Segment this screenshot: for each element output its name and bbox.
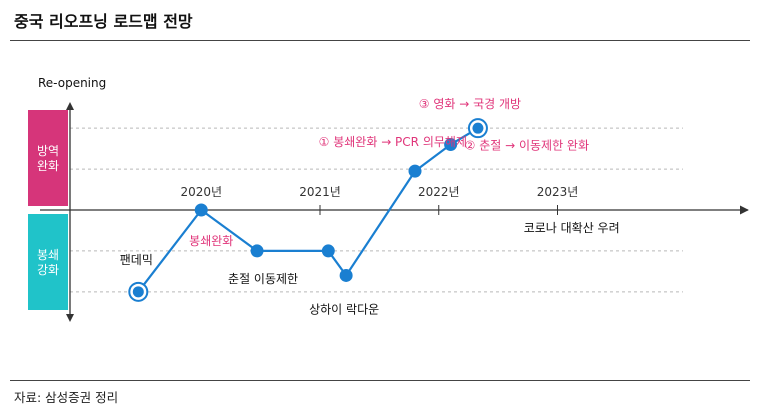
data-label: ① 봉쇄완화 → PCR 의무해제 xyxy=(319,135,467,149)
data-label: 상하이 락다운 xyxy=(309,302,379,316)
data-label: 팬데믹 xyxy=(120,253,153,267)
data-label: 봉쇄완화 xyxy=(189,234,233,248)
page-title: 중국 리오프닝 로드맵 전망 xyxy=(14,12,193,31)
series-line xyxy=(137,127,479,293)
y-axis-arrow-up xyxy=(66,102,74,110)
y-axis-arrow-down xyxy=(66,314,74,322)
lower-band xyxy=(28,214,68,310)
lower-band-label: 강화 xyxy=(37,263,59,277)
source-note: 자료: 삼성증권 정리 xyxy=(14,390,119,405)
data-point xyxy=(339,268,353,282)
x-tick-label: 2020년 xyxy=(180,185,222,199)
data-point xyxy=(472,122,484,134)
gridlines xyxy=(70,127,683,293)
upper-band-label: 방역 xyxy=(37,144,59,158)
data-label: ③ 영화 → 국경 개방 xyxy=(419,97,521,111)
y-axis-label: Re-opening xyxy=(38,76,106,90)
data-point xyxy=(132,286,144,298)
axes: Re-opening 2020년 2021년 2022년 2023년 xyxy=(38,76,749,322)
annotation-label: 코로나 대확산 우려 xyxy=(524,221,620,235)
data-point xyxy=(321,244,335,258)
series-polyline xyxy=(137,127,479,293)
data-label: 춘절 이동제한 xyxy=(228,272,298,286)
top-divider xyxy=(10,40,750,41)
data-point xyxy=(250,244,264,258)
lower-band-label: 봉쇄 xyxy=(37,248,59,262)
data-points xyxy=(128,118,488,302)
x-tick-label: 2021년 xyxy=(299,185,341,199)
x-tick-label: 2023년 xyxy=(537,185,579,199)
data-label: ② 춘절 → 이동제한 완화 xyxy=(465,139,589,153)
upper-band-label: 완화 xyxy=(37,159,59,173)
data-point xyxy=(444,138,458,152)
bottom-divider xyxy=(10,380,750,381)
data-point xyxy=(408,164,422,178)
upper-band xyxy=(28,110,68,206)
x-tick-label: 2022년 xyxy=(418,185,460,199)
data-point xyxy=(194,203,208,217)
